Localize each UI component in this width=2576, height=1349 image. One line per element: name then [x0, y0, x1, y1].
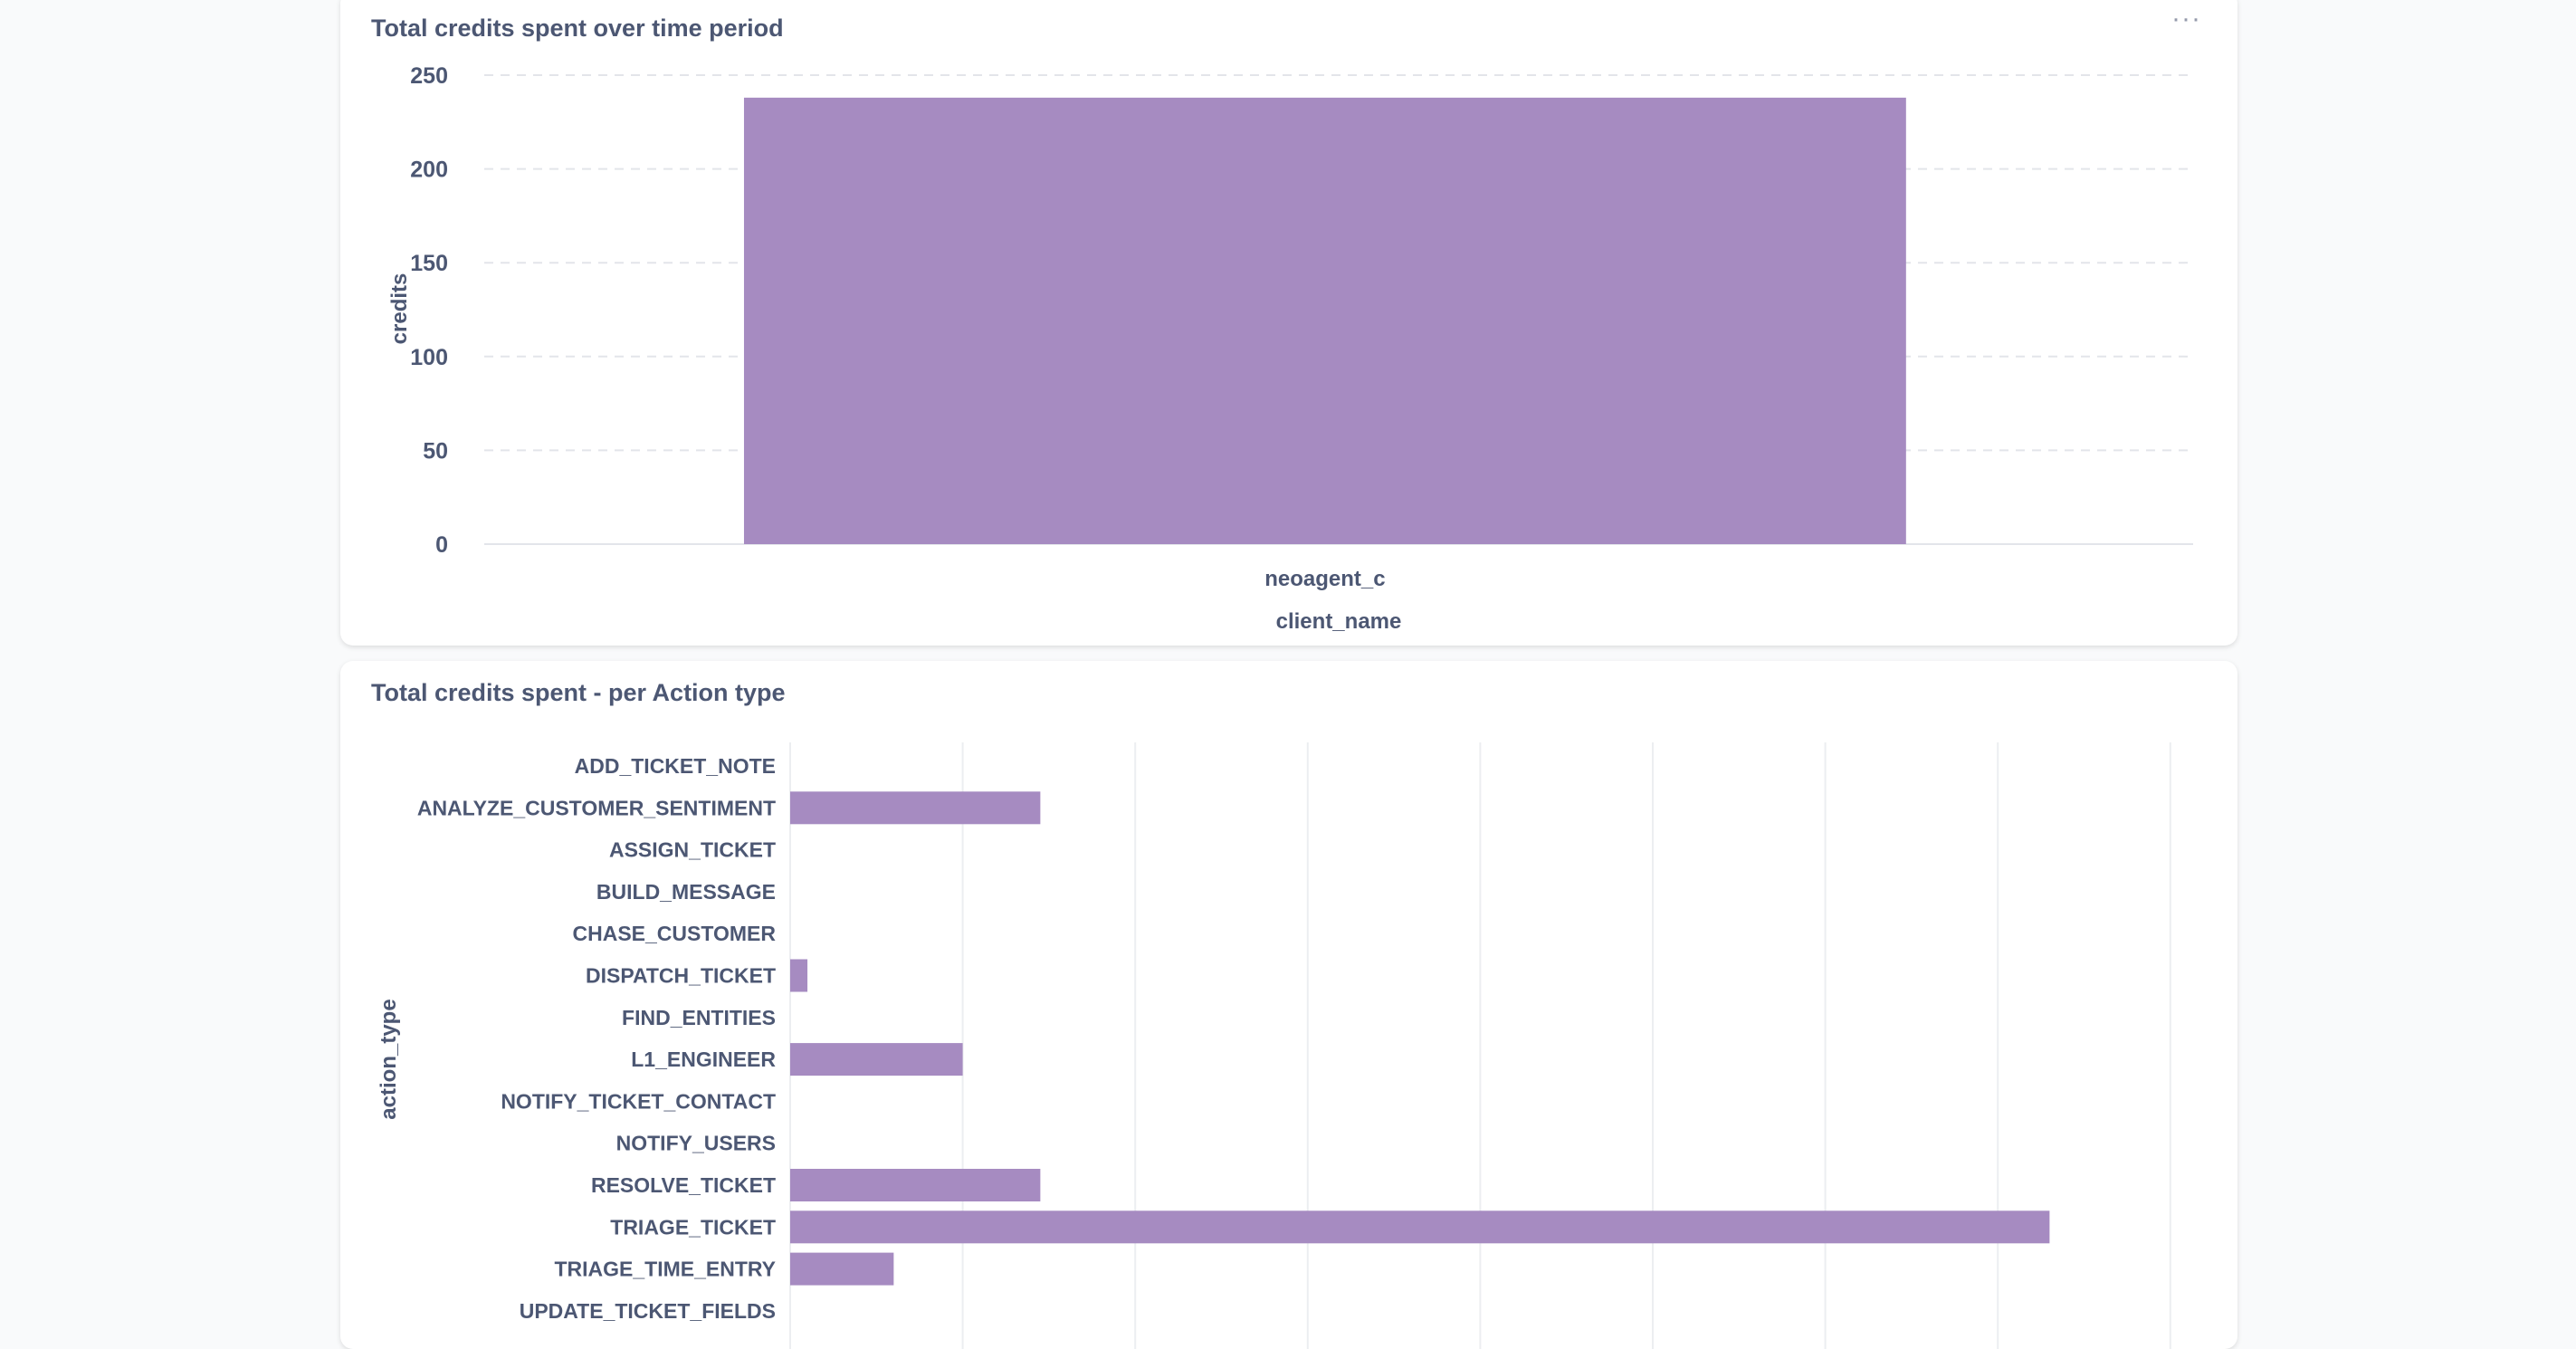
bar [790, 1043, 963, 1076]
y-tick-label: 200 [410, 158, 448, 183]
bar [790, 1210, 2050, 1244]
y-tick-label: L1_ENGINEER [631, 1048, 776, 1071]
bar [790, 959, 808, 992]
bar [790, 1169, 1041, 1201]
bar [790, 1252, 894, 1286]
y-tick-label: NOTIFY_USERS [616, 1132, 776, 1155]
y-tick-label: 100 [410, 345, 448, 370]
bar [743, 97, 1906, 544]
y-tick-label: 50 [423, 438, 448, 464]
x-tick-label: neoagent_c [1264, 567, 1385, 591]
chart-title: Total credits spent - per Action type [371, 679, 786, 706]
credits-bar-chart: 0 50 100 150 200 250 neoagent_c client_name cred… [387, 63, 2193, 634]
y-tick-label: FIND_ENTITIES [622, 1006, 776, 1029]
y-tick-label: UPDATE_TICKET_FIELDS [520, 1299, 776, 1323]
y-tick-label: 250 [410, 63, 448, 89]
y-tick-label: ASSIGN_TICKET [609, 838, 776, 862]
x-axis-title: client_name [1276, 609, 1402, 634]
credits-over-time-card: Total credits spent over time period ···… [340, 0, 2237, 646]
credits-per-action-card: Total credits spent - per Action type AD… [340, 661, 2237, 1349]
y-tick-label: BUILD_MESSAGE [596, 880, 776, 904]
y-tick-label: ADD_TICKET_NOTE [575, 754, 776, 778]
y-tick-label: 150 [410, 251, 448, 276]
y-tick-label: TRIAGE_TIME_ENTRY [554, 1258, 776, 1281]
action-type-bar-chart: ADD_TICKET_NOTE ANALYZE_CUSTOMER_SENTIMEN… [377, 742, 2171, 1349]
y-tick-label: CHASE_CUSTOMER [573, 922, 777, 945]
y-tick-label: TRIAGE_TICKET [610, 1215, 776, 1239]
y-tick-label: NOTIFY_TICKET_CONTACT [501, 1089, 776, 1113]
more-options-icon[interactable]: ··· [2171, 4, 2201, 33]
y-tick-label: DISPATCH_TICKET [586, 964, 776, 988]
chart-title: Total credits spent over time period [371, 14, 784, 42]
y-axis-title: action_type [377, 999, 401, 1119]
y-tick-label: RESOLVE_TICKET [591, 1173, 776, 1197]
y-tick-label: ANALYZE_CUSTOMER_SENTIMENT [417, 796, 776, 819]
y-axis-title: credits [387, 273, 412, 345]
y-tick-label: 0 [435, 532, 448, 558]
bar [790, 791, 1041, 825]
